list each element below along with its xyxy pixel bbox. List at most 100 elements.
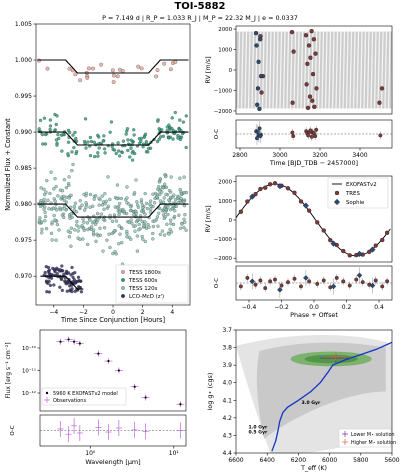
rv-time-model-line	[286, 31, 288, 109]
rv-time-model-line	[244, 31, 246, 109]
rv-phase-tres-resid	[279, 283, 284, 288]
transit-point	[74, 210, 79, 214]
transit-point	[58, 208, 62, 212]
rv-time-model-line	[323, 31, 326, 109]
transit-point	[165, 125, 169, 129]
transit-point	[134, 219, 139, 224]
transit-point	[85, 221, 90, 225]
rv-time-model-line	[252, 31, 254, 109]
rv-time-residual-ylabel: O-C	[214, 129, 220, 139]
rv-phase-sophie-point	[302, 202, 309, 209]
transit-point	[117, 212, 121, 217]
rv-time-model-line	[360, 31, 362, 109]
rv-time-model-line	[388, 31, 390, 109]
hr-xtick-label: 6000	[322, 457, 337, 464]
transit-point	[54, 184, 58, 189]
transit-point	[92, 154, 97, 159]
rv-phase-tres-resid	[268, 279, 273, 284]
transit-point	[53, 177, 57, 181]
transit-point	[141, 237, 145, 241]
transit-point	[70, 265, 74, 270]
transit-point	[88, 154, 93, 158]
transit-model-line	[37, 59, 189, 74]
transit-legend-label: TESS 1800s	[128, 270, 161, 276]
rv-time-model-line	[301, 31, 303, 109]
rv-phase-xtick-label: 0.2	[342, 304, 352, 311]
rv-time-tres-point	[310, 71, 316, 77]
rv-time-model-line	[290, 31, 292, 109]
transit-point	[76, 285, 81, 289]
rv-phase-residual-ylabel: O-C	[214, 278, 220, 288]
transit-point	[96, 218, 100, 222]
rv-time-model-line	[314, 31, 316, 109]
transit-point	[121, 207, 125, 212]
transit-point	[62, 204, 67, 208]
transit-point	[161, 186, 165, 190]
transit-point	[100, 203, 105, 207]
rv-phase-tres-resid	[334, 275, 339, 280]
rv-phase-tres-resid	[360, 280, 365, 285]
transit-point	[163, 233, 167, 237]
transit-point	[139, 136, 144, 141]
rv-phase-tres-point	[328, 238, 333, 243]
transit-point	[101, 139, 105, 143]
transit-point	[155, 68, 160, 72]
rv-time-tres-point	[309, 28, 314, 34]
transit-point	[99, 62, 104, 67]
transit-point	[137, 141, 142, 146]
sed-model-point	[117, 369, 120, 372]
transit-point	[69, 212, 73, 216]
transit-point	[129, 146, 133, 150]
transit-series-1	[37, 110, 188, 162]
hr-ylabel: log g⋆ (cgs)	[206, 373, 214, 411]
transit-point	[79, 290, 84, 294]
transit-point	[83, 208, 87, 212]
transit-point	[95, 211, 100, 216]
rv-time-model-line	[277, 31, 279, 109]
transit-legend-label: TESS 120s	[128, 286, 158, 292]
hr-xtick-label: 5800	[353, 457, 368, 464]
rv-time-sophie-resid	[258, 134, 263, 139]
transit-point	[129, 218, 133, 222]
transit-legend-marker	[121, 270, 125, 274]
transit-point	[166, 136, 171, 140]
rv-time-tres-resid	[313, 134, 318, 139]
transit-point	[61, 132, 65, 137]
transit-point	[37, 58, 41, 63]
rv-phase-tres-point	[272, 181, 278, 186]
transit-series-3	[42, 264, 84, 294]
rv-time-xtick-label: 3000	[272, 152, 287, 159]
transit-point	[140, 234, 144, 239]
rv-phase-sophie-resid	[356, 272, 363, 279]
rv-time-model-line	[280, 31, 282, 109]
transit-ytick-label: 1.005	[15, 21, 32, 28]
transit-point	[46, 198, 50, 202]
rv-phase-sophie-point	[356, 250, 363, 257]
rv-time-tres-resid	[314, 127, 319, 132]
transit-point	[67, 130, 72, 135]
transit-point	[108, 130, 112, 134]
transit-point	[37, 127, 41, 131]
transit-point	[182, 225, 186, 230]
rv-time-model-line	[386, 31, 389, 109]
transit-point	[142, 224, 146, 228]
transit-point	[46, 265, 51, 270]
transit-point	[45, 66, 50, 71]
rv-time-sophie-point	[255, 86, 261, 91]
transit-point	[144, 201, 149, 206]
rv-phase-xtick-label: −0.4	[242, 304, 257, 311]
transit-point	[114, 219, 119, 223]
transit-point	[121, 139, 126, 143]
rv-time-model-line	[246, 31, 249, 109]
transit-point	[75, 223, 79, 227]
transit-xlabel: Time Since Conjunction [Hours]	[60, 316, 165, 324]
rv-phase-tres-resid	[307, 279, 312, 284]
rv-phase-tres-resid	[238, 284, 243, 289]
transit-point	[134, 178, 138, 182]
transit-point	[117, 67, 122, 72]
transit-point	[110, 68, 115, 73]
transit-point	[111, 251, 115, 256]
rv-time-model-line	[237, 31, 239, 109]
transit-point	[148, 202, 152, 206]
transit-point	[94, 239, 98, 243]
